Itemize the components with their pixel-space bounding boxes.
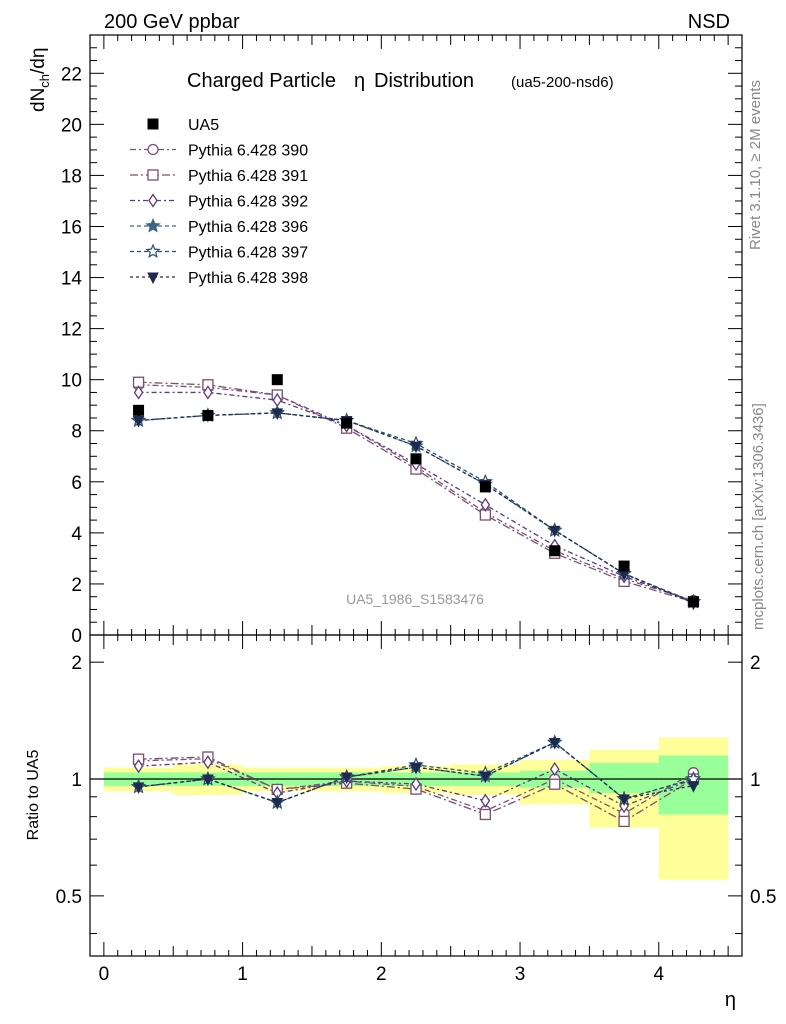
data-point bbox=[133, 404, 145, 416]
data-point bbox=[410, 453, 422, 465]
main-ytick-label: 0 bbox=[71, 626, 82, 647]
main-ylabel-sub: ch bbox=[37, 74, 52, 88]
ratio-series-marker bbox=[618, 794, 630, 807]
x-tick-label: 3 bbox=[515, 964, 526, 985]
svg-text:dNch/dη: dNch/dη bbox=[28, 48, 52, 112]
ratio-series-marker bbox=[549, 761, 560, 777]
series-marker bbox=[548, 525, 561, 538]
main-ytick-label: 20 bbox=[61, 115, 82, 136]
ratio-series-line bbox=[138, 761, 694, 807]
legend: UA5 Pythia 6.428 390 Pythia 6.428 391 Pythi… bbox=[130, 117, 308, 287]
ratio-series-marker bbox=[548, 737, 561, 750]
main-ytick-label: 8 bbox=[71, 422, 82, 443]
legend-label: Pythia 6.428 391 bbox=[188, 168, 308, 185]
x-tick-label: 0 bbox=[99, 964, 110, 985]
legend-label: Pythia 6.428 397 bbox=[188, 245, 308, 262]
ratio-series-marker bbox=[340, 772, 353, 785]
x-tick-label: 2 bbox=[376, 964, 387, 985]
main-ytick-label: 2 bbox=[71, 575, 82, 596]
series-line bbox=[138, 384, 694, 602]
data-point bbox=[479, 481, 491, 493]
legend-marker-data bbox=[147, 118, 159, 130]
main-panel: 0 2 4 6 8 10 12 14 16 18 20 22 bbox=[61, 34, 743, 647]
legend-marker bbox=[145, 243, 161, 259]
main-ytick-label: 22 bbox=[61, 64, 82, 85]
ratio-series-line bbox=[138, 741, 694, 804]
ratio-series-marker bbox=[549, 778, 561, 790]
legend-marker bbox=[145, 217, 161, 233]
main-ytick-label: 10 bbox=[61, 371, 82, 392]
series-marker bbox=[203, 385, 213, 400]
ratio-ytick-label: 0.5 bbox=[56, 887, 82, 908]
ratio-series-marker bbox=[271, 798, 284, 810]
ratio-series-marker bbox=[618, 815, 630, 828]
series-marker bbox=[133, 385, 144, 400]
legend-marker bbox=[147, 169, 159, 181]
ratio-ylabel: Ratio to UA5 bbox=[25, 750, 42, 841]
legend-marker bbox=[147, 272, 159, 285]
series-line bbox=[138, 391, 694, 603]
main-ylabel-dn: dN bbox=[28, 88, 49, 112]
legend-marker bbox=[148, 193, 158, 208]
mcplots-label: mcplots.cern.ch [arXiv:1306.3436] bbox=[750, 403, 767, 630]
main-ytick-label: 12 bbox=[61, 320, 82, 341]
chart-title-tag: (ua5-200-nsd6) bbox=[511, 74, 614, 91]
data-point bbox=[549, 545, 561, 557]
series-marker bbox=[132, 416, 145, 428]
x-axis-label: η bbox=[725, 989, 736, 1011]
legend-marker bbox=[147, 143, 159, 156]
main-ytick-label: 6 bbox=[71, 473, 82, 494]
series-marker bbox=[271, 408, 284, 420]
ratio-ytick-label-right: 2 bbox=[750, 653, 761, 674]
ratio-ytick-label-right: 1 bbox=[750, 770, 761, 791]
rivet-version-label: Rivet 3.1.10, ≥ 2M events bbox=[747, 80, 764, 250]
analysis-watermark: UA5_1986_S1583476 bbox=[346, 591, 484, 607]
ratio-series-marker bbox=[687, 781, 700, 793]
data-point bbox=[202, 409, 214, 421]
series-marker bbox=[480, 497, 491, 512]
series-marker bbox=[410, 441, 422, 454]
ratio-series-marker bbox=[479, 808, 492, 821]
main-ylabel-tail: /dη bbox=[28, 48, 49, 74]
data-point bbox=[618, 560, 630, 572]
series-line bbox=[138, 381, 694, 603]
ratio-series-marker bbox=[203, 755, 213, 770]
ratio-panel: 0.5 0.5 1 1 2 2 0 1 2 3 4 bbox=[56, 634, 776, 985]
legend-label: Pythia 6.428 396 bbox=[188, 219, 308, 236]
ratio-series-line bbox=[138, 756, 694, 823]
main-ytick-label: 14 bbox=[61, 269, 83, 290]
legend-label: Pythia 6.428 392 bbox=[188, 194, 308, 211]
data-point bbox=[687, 596, 699, 608]
main-ytick-label: 18 bbox=[61, 166, 82, 187]
ratio-ytick-label: 1 bbox=[71, 770, 82, 791]
ratio-series-marker bbox=[202, 774, 214, 787]
main-ytick-label: 16 bbox=[61, 217, 82, 238]
legend-label: Pythia 6.428 390 bbox=[188, 143, 308, 160]
ratio-frame bbox=[89, 634, 743, 957]
chart-title-suffix: Distribution bbox=[374, 70, 474, 92]
ratio-series-marker bbox=[411, 776, 421, 792]
ratio-ytick-label: 2 bbox=[71, 653, 82, 674]
data-point bbox=[271, 374, 283, 386]
legend-label-data: UA5 bbox=[188, 117, 219, 134]
main-ytick-label: 4 bbox=[71, 524, 82, 545]
ratio-series-marker bbox=[133, 758, 144, 774]
ratio-band-inner bbox=[589, 762, 659, 794]
ratio-series-marker bbox=[410, 762, 422, 775]
chart-title-text: Charged Particle bbox=[187, 70, 336, 92]
main-ylabel: dNch/dη bbox=[28, 48, 52, 112]
ratio-series-marker bbox=[132, 782, 145, 794]
x-tick-label: 1 bbox=[237, 964, 248, 985]
selection-label: NSD bbox=[688, 11, 730, 33]
ratio-series-marker bbox=[479, 771, 492, 784]
chart-title: Charged Particle η Distribution (ua5-200… bbox=[187, 70, 614, 92]
legend-label: Pythia 6.428 398 bbox=[188, 270, 308, 287]
ratio-series-marker bbox=[480, 793, 491, 808]
data-point bbox=[341, 417, 353, 429]
process-label: 200 GeV ppbar bbox=[104, 11, 240, 33]
chart-title-symbol: η bbox=[354, 70, 365, 92]
x-tick-label: 4 bbox=[653, 964, 664, 985]
ratio-ytick-label-right: 0.5 bbox=[750, 887, 776, 908]
